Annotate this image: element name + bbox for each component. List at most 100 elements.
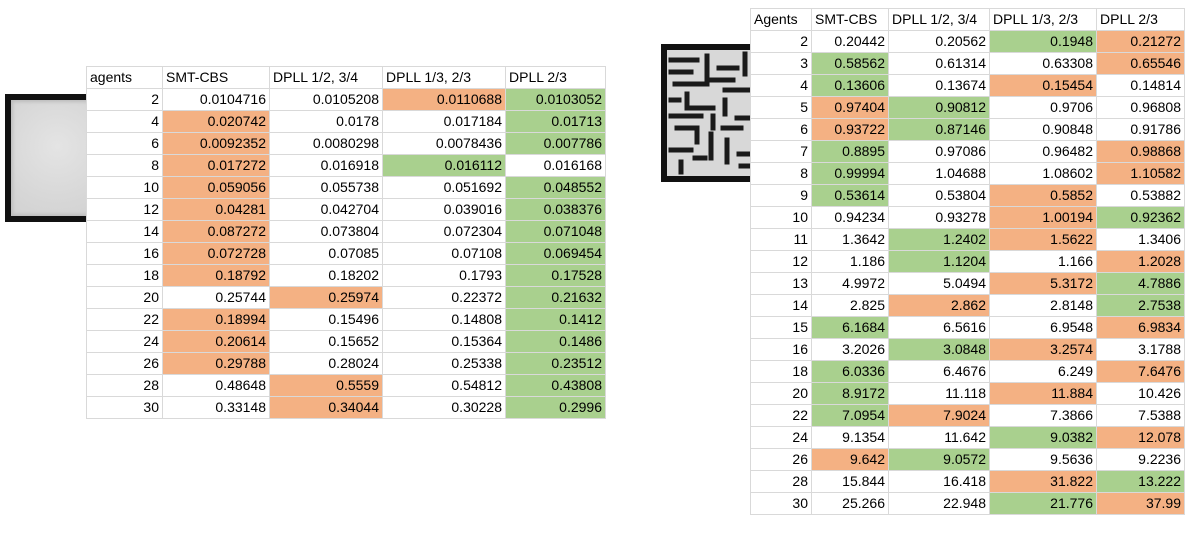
runtime-cell: 1.166 [989,250,1097,273]
runtime-cell: 2.7538 [1096,294,1185,317]
runtime-cell: 11.884 [989,382,1097,405]
runtime-cell: 0.98868 [1096,140,1185,163]
runtime-cell: 7.3866 [989,404,1097,427]
runtime-cell: 0.30228 [382,396,506,419]
agents-count-cell: 24 [750,426,812,449]
runtime-cell: 0.21272 [1096,30,1185,53]
runtime-cell: 0.1486 [505,330,606,353]
runtime-cell: 2.8148 [989,294,1097,317]
table-row: 13 4.9972 5.0494 5.3172 4.7886 [750,272,1185,295]
agents-count-cell: 4 [750,74,812,97]
header-row: Agents SMT-CBS DPLL 1/2, 3/4 DPLL 1/3, 2/3 D… [750,8,1185,31]
table-row: 6 0.0092352 0.0080298 0.0078436 0.007786 [86,132,606,155]
runtime-cell: 0.25974 [269,286,383,309]
results-table-empty-grid: agents SMT-CBS DPLL 1/2, 3/4 DPLL 1/3, 2/3 D… [86,66,606,419]
table-row: 20 8.9172 11.118 11.884 10.426 [750,382,1185,405]
table-row: 12 1.186 1.1204 1.166 1.2028 [750,250,1185,273]
agents-count-cell: 2 [750,30,812,53]
runtime-cell: 8.9172 [811,382,889,405]
table-row: 22 0.18994 0.15496 0.14808 0.1412 [86,308,606,331]
runtime-cell: 21.776 [989,492,1097,515]
runtime-cell: 37.99 [1096,492,1185,515]
runtime-cell: 0.18202 [269,264,383,287]
runtime-cell: 0.016168 [505,154,606,177]
runtime-cell: 0.1948 [989,30,1097,53]
table-row: 2 0.0104716 0.0105208 0.0110688 0.0103052 [86,88,606,111]
runtime-cell: 0.0080298 [269,132,383,155]
agents-count-cell: 5 [750,96,812,119]
runtime-cell: 0.14814 [1096,74,1185,97]
runtime-cell: 0.15496 [269,308,383,331]
runtime-cell: 25.266 [811,492,889,515]
runtime-cell: 0.48648 [162,374,270,397]
agents-count-cell: 10 [86,176,163,199]
runtime-cell: 7.0954 [811,404,889,427]
agents-count-cell: 16 [750,338,812,361]
table-row: 26 9.642 9.0572 9.5636 9.2236 [750,448,1185,471]
runtime-cell: 0.25744 [162,286,270,309]
agents-count-cell: 6 [86,132,163,155]
runtime-cell: 0.055738 [269,176,383,199]
runtime-cell: 6.9834 [1096,316,1185,339]
table-row: 24 9.1354 11.642 9.0382 12.078 [750,426,1185,449]
column-header: DPLL 2/3 [1096,8,1185,31]
table-row: 26 0.29788 0.28024 0.25338 0.23512 [86,352,606,375]
runtime-cell: 12.078 [1096,426,1185,449]
runtime-cell: 0.14808 [382,308,506,331]
runtime-cell: 0.87146 [888,118,990,141]
runtime-cell: 0.016112 [382,154,506,177]
runtime-cell: 0.34044 [269,396,383,419]
agents-count-cell: 18 [750,360,812,383]
runtime-cell: 0.20614 [162,330,270,353]
runtime-cell: 13.222 [1096,470,1185,493]
runtime-cell: 0.13674 [888,74,990,97]
agents-count-cell: 7 [750,140,812,163]
table-row: 14 2.825 2.862 2.8148 2.7538 [750,294,1185,317]
runtime-cell: 0.2996 [505,396,606,419]
runtime-cell: 4.9972 [811,272,889,295]
runtime-cell: 0.1412 [505,308,606,331]
runtime-cell: 0.8895 [811,140,889,163]
runtime-cell: 0.072304 [382,220,506,243]
agents-count-cell: 11 [750,228,812,251]
runtime-cell: 0.0078436 [382,132,506,155]
runtime-cell: 0.54812 [382,374,506,397]
table-row: 30 25.266 22.948 21.776 37.99 [750,492,1185,515]
agents-count-cell: 6 [750,118,812,141]
runtime-cell: 0.069454 [505,242,606,265]
agents-count-cell: 26 [750,448,812,471]
runtime-cell: 0.96482 [989,140,1097,163]
table-row: 5 0.97404 0.90812 0.9706 0.96808 [750,96,1185,119]
runtime-cell: 0.007786 [505,132,606,155]
runtime-cell: 9.642 [811,448,889,471]
table-row: 28 0.48648 0.5559 0.54812 0.43808 [86,374,606,397]
runtime-cell: 0.042704 [269,198,383,221]
agents-count-cell: 9 [750,184,812,207]
runtime-cell: 0.020742 [162,110,270,133]
column-header: DPLL 1/2, 3/4 [888,8,990,31]
runtime-cell: 0.25338 [382,352,506,375]
runtime-cell: 0.90848 [989,118,1097,141]
runtime-cell: 2.862 [888,294,990,317]
runtime-cell: 0.072728 [162,242,270,265]
runtime-cell: 0.53882 [1096,184,1185,207]
agents-count-cell: 26 [86,352,163,375]
runtime-cell: 0.17528 [505,264,606,287]
runtime-cell: 0.051692 [382,176,506,199]
runtime-cell: 0.33148 [162,396,270,419]
runtime-cell: 0.21632 [505,286,606,309]
agents-count-cell: 12 [750,250,812,273]
runtime-cell: 3.2026 [811,338,889,361]
runtime-cell: 0.65546 [1096,52,1185,75]
runtime-cell: 9.2236 [1096,448,1185,471]
table-row: 12 0.04281 0.042704 0.039016 0.038376 [86,198,606,221]
table-row: 18 6.0336 6.4676 6.249 7.6476 [750,360,1185,383]
runtime-cell: 0.1793 [382,264,506,287]
column-header: DPLL 1/3, 2/3 [989,8,1097,31]
runtime-cell: 0.20562 [888,30,990,53]
table-row: 7 0.8895 0.97086 0.96482 0.98868 [750,140,1185,163]
runtime-cell: 0.18994 [162,308,270,331]
runtime-cell: 5.0494 [888,272,990,295]
runtime-cell: 16.418 [888,470,990,493]
table-row: 16 3.2026 3.0848 3.2574 3.1788 [750,338,1185,361]
